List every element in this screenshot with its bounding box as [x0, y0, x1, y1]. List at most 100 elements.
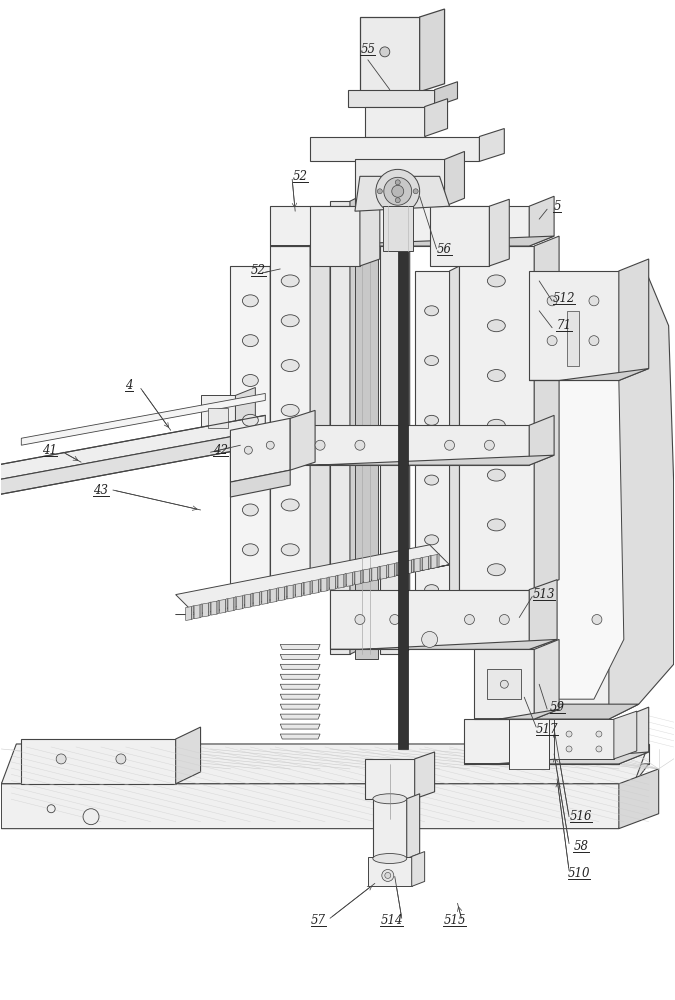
Polygon shape	[445, 151, 464, 206]
Polygon shape	[270, 589, 276, 603]
Circle shape	[396, 198, 400, 203]
Polygon shape	[207, 408, 228, 428]
Polygon shape	[487, 669, 521, 699]
Polygon shape	[290, 455, 554, 465]
Circle shape	[485, 440, 494, 450]
Polygon shape	[276, 588, 278, 602]
Ellipse shape	[425, 585, 439, 595]
Polygon shape	[228, 598, 234, 612]
Polygon shape	[365, 107, 425, 137]
Text: 42: 42	[213, 444, 228, 457]
Ellipse shape	[487, 370, 506, 381]
Circle shape	[385, 872, 391, 878]
Polygon shape	[437, 554, 439, 568]
Polygon shape	[259, 591, 261, 605]
Ellipse shape	[281, 544, 299, 556]
Circle shape	[464, 615, 475, 624]
Polygon shape	[407, 794, 420, 859]
Ellipse shape	[242, 375, 259, 386]
Polygon shape	[338, 574, 344, 588]
Polygon shape	[378, 566, 380, 580]
Polygon shape	[1, 764, 649, 784]
Ellipse shape	[425, 415, 439, 425]
Polygon shape	[619, 707, 649, 764]
Polygon shape	[529, 580, 557, 649]
Polygon shape	[242, 595, 244, 609]
Polygon shape	[194, 605, 200, 619]
Circle shape	[596, 746, 602, 752]
Text: 58: 58	[574, 840, 589, 853]
Ellipse shape	[373, 794, 407, 804]
Polygon shape	[321, 578, 327, 592]
Polygon shape	[429, 206, 489, 266]
Circle shape	[589, 296, 599, 306]
Polygon shape	[609, 266, 674, 719]
Polygon shape	[270, 206, 529, 246]
Polygon shape	[236, 387, 255, 440]
Ellipse shape	[242, 454, 259, 466]
Polygon shape	[365, 759, 414, 799]
Ellipse shape	[425, 475, 439, 485]
Polygon shape	[344, 573, 346, 587]
Polygon shape	[280, 644, 320, 649]
Ellipse shape	[281, 454, 299, 466]
Circle shape	[500, 615, 510, 624]
Text: 515: 515	[443, 914, 466, 927]
Polygon shape	[369, 568, 371, 582]
Polygon shape	[554, 719, 614, 759]
Polygon shape	[567, 311, 579, 366]
Polygon shape	[211, 601, 217, 615]
Polygon shape	[310, 137, 479, 161]
Polygon shape	[200, 604, 202, 618]
Polygon shape	[186, 607, 192, 621]
Polygon shape	[310, 206, 360, 266]
Polygon shape	[280, 724, 320, 729]
Circle shape	[376, 169, 420, 213]
Ellipse shape	[487, 275, 506, 287]
Ellipse shape	[242, 504, 259, 516]
Polygon shape	[412, 852, 425, 886]
Polygon shape	[310, 580, 312, 594]
Circle shape	[355, 615, 365, 624]
Polygon shape	[619, 259, 649, 380]
Polygon shape	[420, 557, 422, 571]
Polygon shape	[268, 589, 270, 603]
Circle shape	[389, 615, 400, 624]
Circle shape	[355, 440, 365, 450]
Polygon shape	[380, 565, 386, 579]
Polygon shape	[245, 594, 251, 608]
Polygon shape	[412, 559, 414, 573]
Polygon shape	[251, 593, 253, 607]
Circle shape	[315, 440, 325, 450]
Text: 55: 55	[360, 43, 375, 56]
Polygon shape	[529, 369, 649, 380]
Circle shape	[596, 731, 602, 737]
Text: 57: 57	[310, 914, 325, 927]
Text: 56: 56	[437, 243, 452, 256]
Polygon shape	[346, 573, 352, 586]
Ellipse shape	[373, 854, 407, 863]
Polygon shape	[287, 585, 293, 599]
Polygon shape	[534, 639, 559, 719]
Polygon shape	[202, 603, 209, 617]
Circle shape	[592, 615, 602, 624]
Polygon shape	[280, 704, 320, 709]
Polygon shape	[619, 769, 659, 829]
Polygon shape	[230, 470, 290, 497]
Circle shape	[547, 296, 557, 306]
Polygon shape	[398, 201, 408, 749]
Circle shape	[413, 189, 418, 194]
Polygon shape	[310, 239, 330, 590]
Polygon shape	[529, 271, 619, 380]
Polygon shape	[363, 569, 369, 583]
Circle shape	[500, 680, 508, 688]
Polygon shape	[423, 556, 429, 570]
Polygon shape	[296, 583, 302, 597]
Polygon shape	[280, 714, 320, 719]
Polygon shape	[330, 201, 350, 654]
Polygon shape	[279, 587, 285, 601]
Polygon shape	[435, 82, 458, 107]
Polygon shape	[431, 555, 437, 569]
Polygon shape	[219, 599, 225, 613]
Polygon shape	[355, 159, 445, 206]
